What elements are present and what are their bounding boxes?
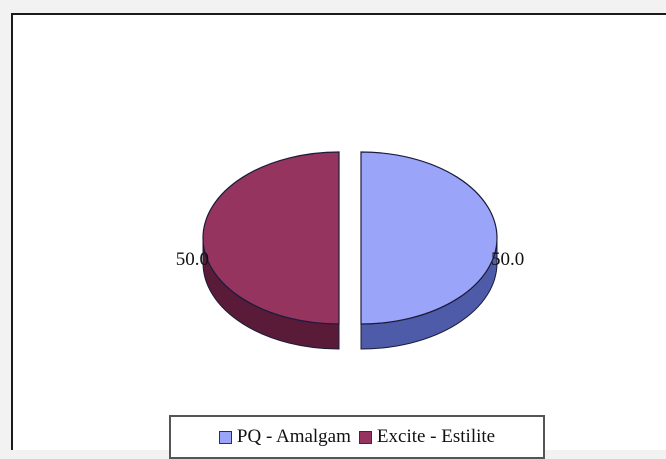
pie-slice-top-pq-amalgam xyxy=(360,151,498,325)
data-label-pq-amalgam: 50.0 xyxy=(491,249,524,270)
pie-slice-excite-estilite xyxy=(202,151,340,350)
legend-item-pq-amalgam: PQ - Amalgam xyxy=(218,426,351,448)
legend-label-excite-estilite: Excite - Estilite xyxy=(376,426,496,447)
data-label-excite-estilite: 50.0 xyxy=(176,249,209,270)
chart-frame: 50.0 50.0 PQ - Amalgam Excite - Estilite xyxy=(11,13,666,459)
legend-label-pq-amalgam: PQ - Amalgam xyxy=(236,426,351,447)
legend-swatch-pq-amalgam xyxy=(218,430,232,444)
legend-swatch-excite-estilite xyxy=(358,430,372,444)
legend-item-excite-estilite: Excite - Estilite xyxy=(358,426,496,448)
legend: PQ - Amalgam Excite - Estilite xyxy=(169,415,545,459)
pie-slice-top-excite-estilite xyxy=(202,151,340,325)
pie-chart: 50.0 50.0 xyxy=(176,151,524,350)
pie-slice-pq-amalgam xyxy=(360,151,498,350)
